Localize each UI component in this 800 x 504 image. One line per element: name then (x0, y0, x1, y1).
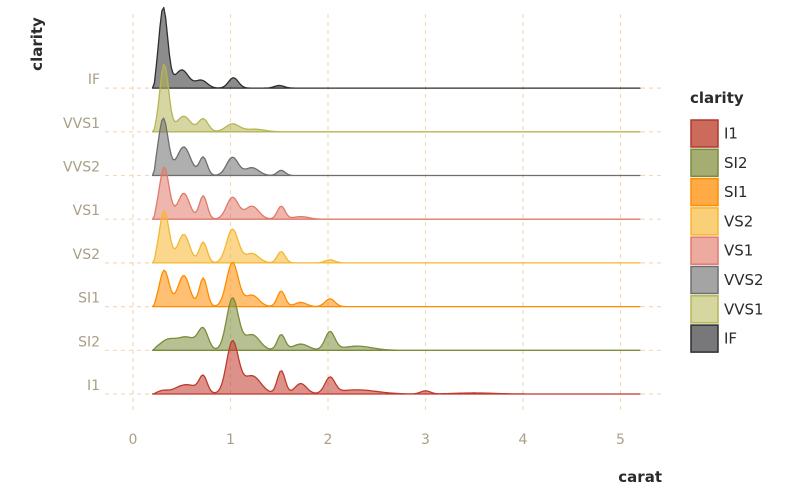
legend-key-si2 (690, 148, 719, 178)
x-tick-labels: 0 1 2 3 4 5 (129, 432, 625, 448)
y-tick-label: SI1 (78, 291, 100, 307)
legend-key-vs2 (690, 207, 719, 236)
legend-key-si1 (690, 177, 719, 207)
legend-key-vvs2 (690, 265, 719, 295)
legend: I1 SI2 SI1 VS2 VS1 VVS2 VVS1 IF (690, 119, 764, 353)
ridge-vvs2 (151, 117, 641, 177)
legend-label: VVS2 (724, 271, 764, 289)
ridge-vs2 (151, 210, 641, 264)
y-tick-label: SI2 (78, 334, 100, 350)
ridges (151, 6, 641, 395)
legend-label: SI1 (724, 183, 748, 201)
legend-label: IF (724, 330, 737, 348)
x-tick-label: 4 (519, 432, 528, 448)
y-tick-label: VVS1 (63, 116, 100, 132)
x-tick-label: 1 (226, 432, 235, 448)
y-tick-labels: IF VVS1 VVS2 VS1 VS2 SI1 SI2 I1 (63, 72, 100, 394)
y-tick-label: I1 (87, 378, 100, 394)
legend-key-vvs1 (690, 295, 719, 324)
ridge-si1 (151, 261, 641, 308)
ridge-if (151, 6, 641, 89)
x-tick-label: 2 (324, 432, 333, 448)
legend-label: SI2 (724, 154, 748, 172)
legend-label: I1 (724, 125, 738, 143)
y-tick-label: VVS2 (63, 160, 100, 176)
ridge-vvs1 (151, 63, 641, 133)
x-tick-label: 5 (616, 432, 625, 448)
legend-label: VVS1 (724, 300, 764, 318)
legend-label: VS2 (724, 212, 753, 230)
x-tick-label: 0 (129, 432, 138, 448)
y-tick-label: VS2 (73, 247, 100, 263)
ridge-vs1 (151, 166, 641, 220)
y-axis-title: clarity (28, 17, 46, 71)
y-tick-label: VS1 (73, 203, 100, 219)
legend-key-if (690, 324, 719, 353)
legend-key-i1 (690, 119, 719, 148)
legend-title: clarity (690, 89, 744, 107)
x-tick-label: 3 (421, 432, 430, 448)
ridge-si2 (151, 297, 641, 351)
ridge-i1 (151, 339, 641, 395)
x-axis-title: carat (618, 468, 662, 486)
legend-label: VS1 (724, 242, 753, 260)
y-tick-label: IF (88, 72, 100, 88)
legend-key-vs1 (690, 236, 719, 265)
